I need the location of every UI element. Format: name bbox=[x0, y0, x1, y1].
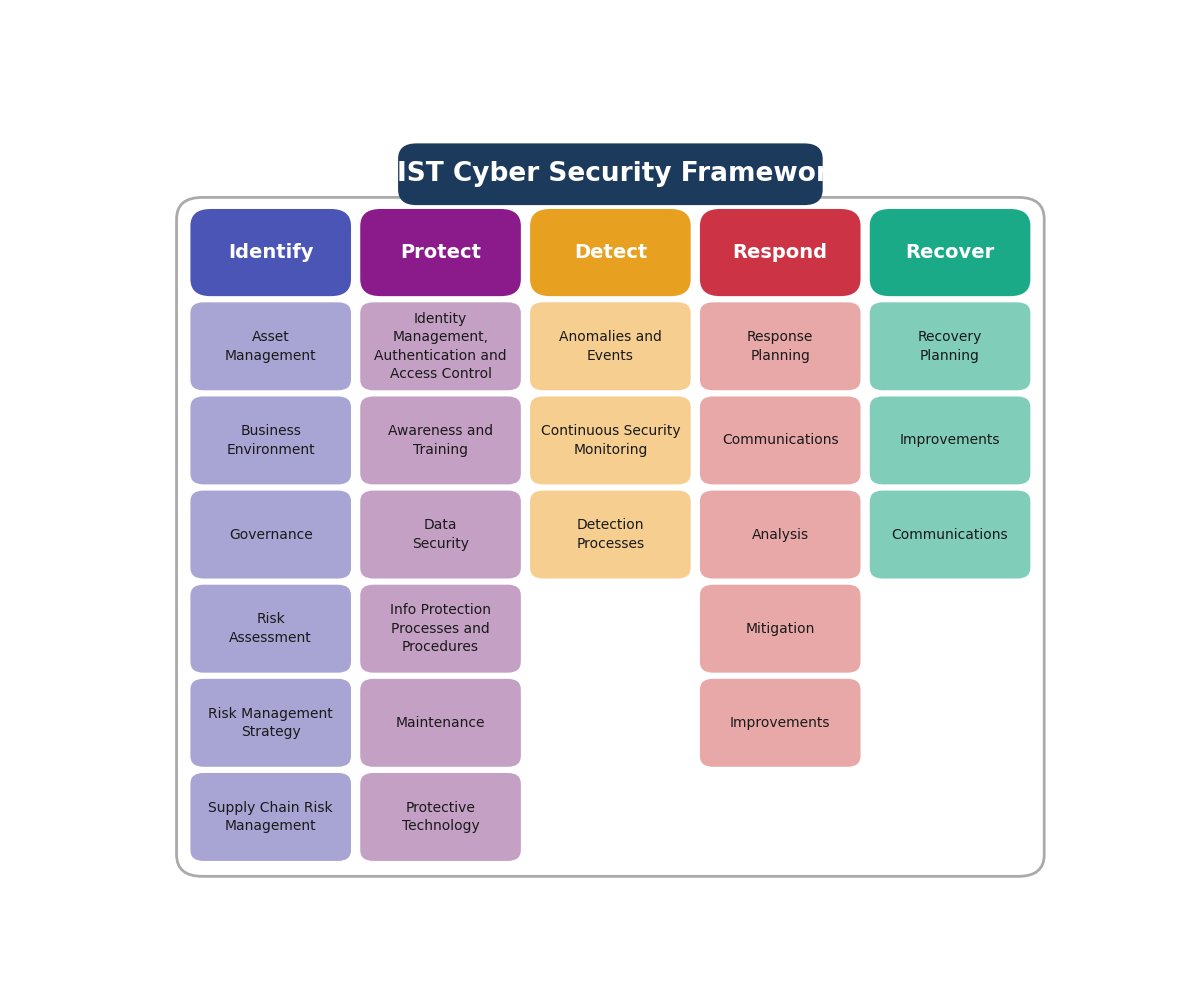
Text: Info Protection
Processes and
Procedures: Info Protection Processes and Procedures bbox=[389, 603, 491, 654]
Text: Awareness and
Training: Awareness and Training bbox=[388, 424, 493, 457]
FancyBboxPatch shape bbox=[700, 209, 861, 297]
FancyBboxPatch shape bbox=[360, 585, 520, 672]
Text: Supply Chain Risk
Management: Supply Chain Risk Management bbox=[208, 801, 333, 833]
Text: Communications: Communications bbox=[892, 528, 1009, 541]
Text: Data
Security: Data Security bbox=[412, 518, 469, 551]
FancyBboxPatch shape bbox=[869, 303, 1030, 391]
Text: Risk
Assessment: Risk Assessment bbox=[230, 612, 312, 645]
FancyBboxPatch shape bbox=[530, 303, 691, 391]
Text: Response
Planning: Response Planning bbox=[747, 330, 813, 363]
Text: Anomalies and
Events: Anomalies and Events bbox=[559, 330, 662, 363]
Text: Communications: Communications bbox=[722, 434, 838, 448]
FancyBboxPatch shape bbox=[191, 491, 351, 578]
FancyBboxPatch shape bbox=[191, 397, 351, 484]
FancyBboxPatch shape bbox=[191, 773, 351, 861]
FancyBboxPatch shape bbox=[398, 143, 823, 205]
Text: Mitigation: Mitigation bbox=[746, 621, 815, 635]
Text: Identity
Management,
Authentication and
Access Control: Identity Management, Authentication and … bbox=[374, 312, 507, 381]
Text: Protect: Protect bbox=[400, 243, 481, 263]
FancyBboxPatch shape bbox=[700, 585, 861, 672]
Text: Continuous Security
Monitoring: Continuous Security Monitoring bbox=[541, 424, 680, 457]
Text: Respond: Respond bbox=[732, 243, 828, 263]
Text: Improvements: Improvements bbox=[900, 434, 1000, 448]
FancyBboxPatch shape bbox=[700, 678, 861, 767]
FancyBboxPatch shape bbox=[530, 209, 691, 297]
FancyBboxPatch shape bbox=[191, 678, 351, 767]
FancyBboxPatch shape bbox=[700, 303, 861, 391]
Text: Governance: Governance bbox=[229, 528, 312, 541]
FancyBboxPatch shape bbox=[700, 491, 861, 578]
FancyBboxPatch shape bbox=[191, 209, 351, 297]
FancyBboxPatch shape bbox=[869, 209, 1030, 297]
Text: Detection
Processes: Detection Processes bbox=[576, 518, 644, 551]
FancyBboxPatch shape bbox=[191, 303, 351, 391]
Text: Recovery
Planning: Recovery Planning bbox=[918, 330, 983, 363]
Text: Maintenance: Maintenance bbox=[395, 715, 485, 729]
FancyBboxPatch shape bbox=[530, 491, 691, 578]
Text: Detect: Detect bbox=[574, 243, 647, 263]
FancyBboxPatch shape bbox=[360, 397, 520, 484]
FancyBboxPatch shape bbox=[869, 397, 1030, 484]
Text: Improvements: Improvements bbox=[730, 715, 830, 729]
FancyBboxPatch shape bbox=[869, 491, 1030, 578]
Text: Protective
Technology: Protective Technology bbox=[401, 801, 480, 833]
FancyBboxPatch shape bbox=[360, 491, 520, 578]
Text: NIST Cyber Security Framework: NIST Cyber Security Framework bbox=[375, 161, 846, 187]
Text: Recover: Recover bbox=[905, 243, 994, 263]
FancyBboxPatch shape bbox=[530, 397, 691, 484]
FancyBboxPatch shape bbox=[360, 773, 520, 861]
FancyBboxPatch shape bbox=[176, 197, 1045, 877]
FancyBboxPatch shape bbox=[360, 209, 520, 297]
FancyBboxPatch shape bbox=[360, 303, 520, 391]
Text: Risk Management
Strategy: Risk Management Strategy bbox=[208, 706, 333, 739]
Text: Business
Environment: Business Environment bbox=[226, 424, 316, 457]
FancyBboxPatch shape bbox=[700, 397, 861, 484]
Text: Analysis: Analysis bbox=[752, 528, 809, 541]
FancyBboxPatch shape bbox=[191, 585, 351, 672]
Text: Identify: Identify bbox=[227, 243, 313, 263]
Text: Asset
Management: Asset Management bbox=[225, 330, 317, 363]
FancyBboxPatch shape bbox=[360, 678, 520, 767]
